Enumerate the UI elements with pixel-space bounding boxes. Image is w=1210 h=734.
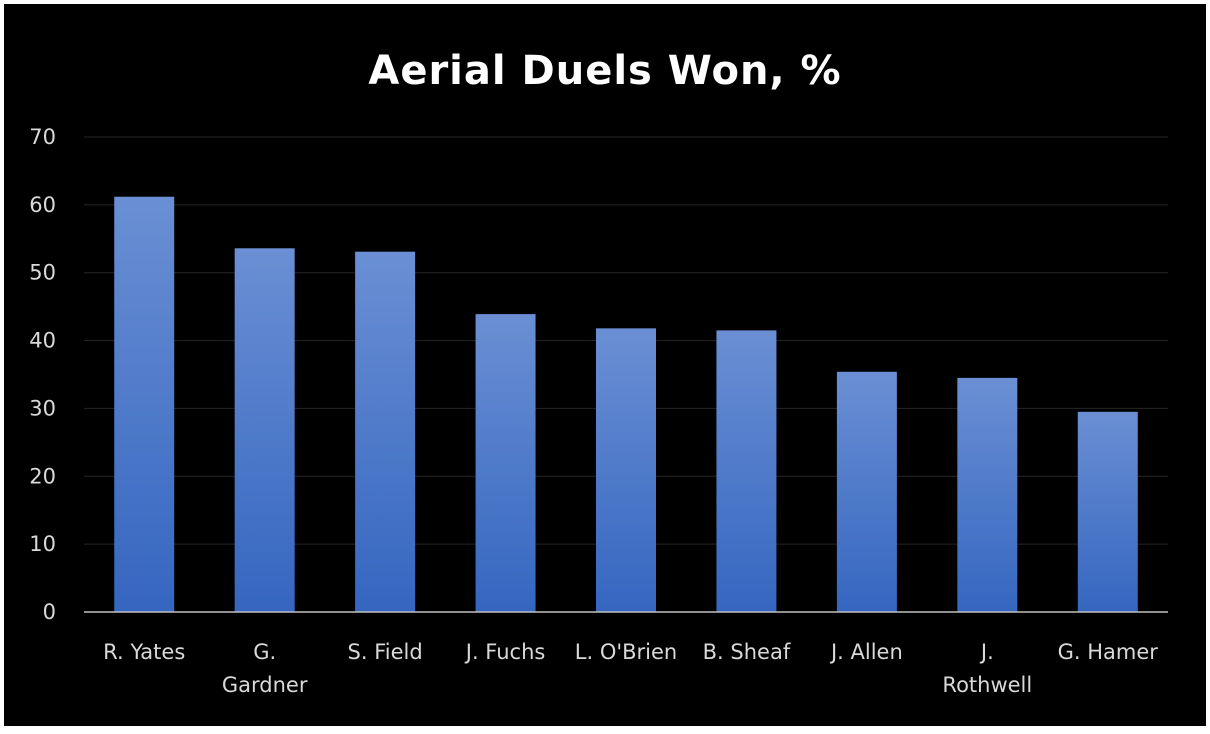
y-tick-label: 40 <box>29 329 56 353</box>
y-axis-ticks: 0 10 20 30 40 50 60 70 <box>29 125 56 624</box>
x-tick-label: R. Yates <box>103 640 185 664</box>
x-axis-labels: R. Yates G. Gardner S. Field J. Fuchs L. O'Br… <box>103 640 1158 697</box>
bar <box>957 377 1018 612</box>
bar <box>836 371 897 612</box>
x-tick-label: S. Field <box>348 640 423 664</box>
y-tick-label: 30 <box>29 396 56 420</box>
bars <box>114 196 1138 613</box>
y-tick-label: 70 <box>29 125 56 149</box>
bar-chart: Aerial Duels Won, % 0 10 20 30 40 50 60 70 R. Y… <box>29 48 1168 697</box>
bar <box>355 251 416 612</box>
bar <box>1077 411 1138 612</box>
bar <box>596 328 656 612</box>
bar <box>475 314 536 612</box>
x-tick-label: B. Sheaf <box>703 640 791 664</box>
x-tick-label: J. <box>979 640 994 664</box>
x-tick-label: G. <box>253 640 276 664</box>
y-tick-label: 20 <box>29 464 56 488</box>
x-tick-label: Rothwell <box>942 673 1032 697</box>
x-tick-label: Gardner <box>222 673 308 697</box>
y-tick-label: 60 <box>29 193 56 217</box>
y-tick-label: 10 <box>29 532 56 556</box>
x-tick-label: G. Hamer <box>1058 640 1159 664</box>
y-tick-label: 50 <box>29 261 56 285</box>
bar <box>716 330 777 612</box>
x-tick-label: J. Allen <box>829 640 903 664</box>
x-tick-label: J. Fuchs <box>464 640 546 664</box>
chart-frame: Aerial Duels Won, % 0 10 20 30 40 50 60 70 R. Y… <box>4 4 1206 726</box>
chart-title: Aerial Duels Won, % <box>368 48 841 94</box>
bar <box>114 196 175 612</box>
x-tick-label: L. O'Brien <box>575 640 677 664</box>
y-tick-label: 0 <box>43 600 56 624</box>
bar <box>234 248 295 613</box>
